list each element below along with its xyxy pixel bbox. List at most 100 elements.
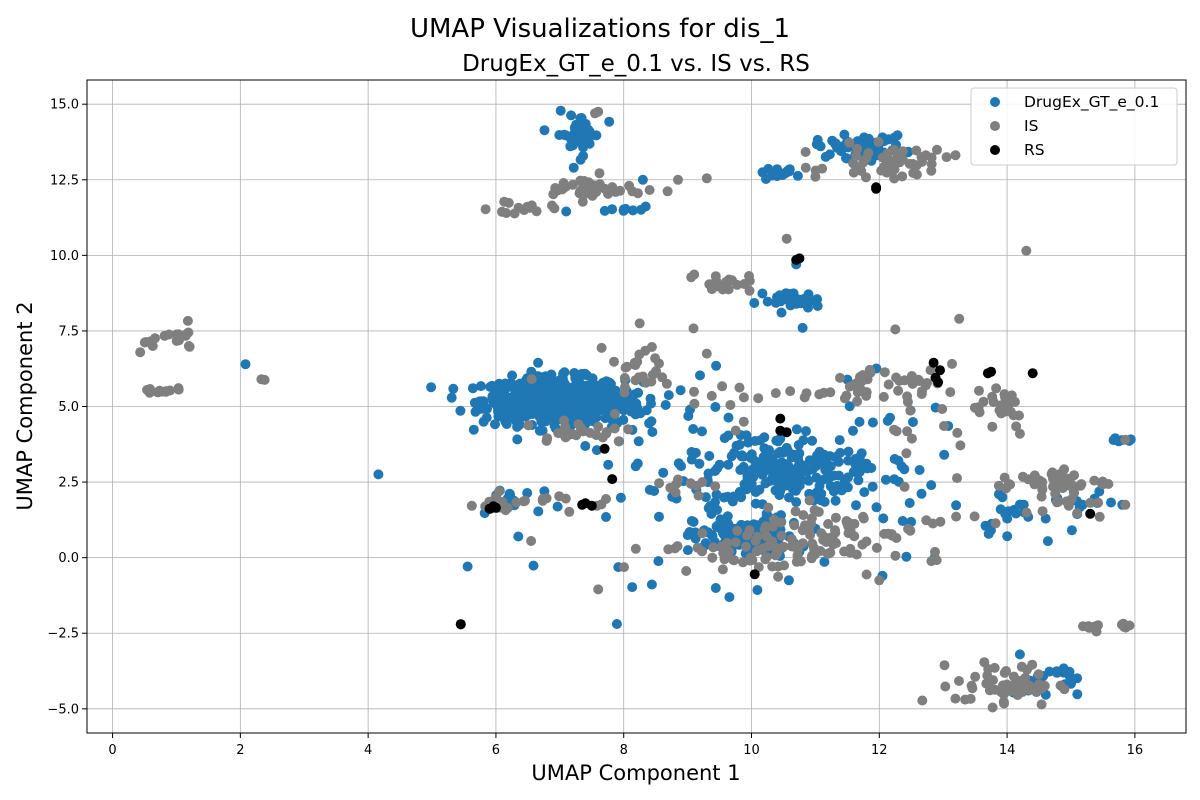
x-tick-label: 2 <box>236 743 244 758</box>
data-point <box>1021 245 1032 256</box>
data-point <box>941 152 952 163</box>
data-point <box>1089 475 1100 486</box>
x-tick-label: 4 <box>364 743 372 758</box>
data-point <box>813 506 824 517</box>
data-point <box>619 373 630 383</box>
data-point <box>897 146 908 157</box>
data-point <box>904 498 915 508</box>
data-points <box>135 105 1136 713</box>
data-point <box>623 424 633 435</box>
data-point <box>899 375 910 386</box>
data-point <box>555 105 566 116</box>
data-point <box>861 172 871 183</box>
data-point <box>507 370 518 381</box>
data-point <box>903 523 914 534</box>
data-point <box>599 443 610 454</box>
data-point <box>501 419 512 429</box>
data-point <box>795 556 806 567</box>
data-point <box>852 396 863 407</box>
data-point <box>793 440 804 450</box>
data-point <box>566 134 577 145</box>
data-point <box>725 400 736 410</box>
data-point <box>475 381 486 392</box>
data-point <box>937 404 948 414</box>
data-point <box>717 381 728 392</box>
data-point <box>470 406 481 417</box>
data-point <box>750 498 761 509</box>
data-point <box>880 474 891 485</box>
data-point <box>633 372 644 383</box>
data-point <box>636 204 647 215</box>
data-point <box>570 391 581 402</box>
data-point <box>710 402 721 412</box>
data-point <box>811 455 822 466</box>
data-point <box>952 427 963 438</box>
data-point <box>649 486 660 496</box>
data-point <box>763 502 774 513</box>
data-point <box>688 424 699 434</box>
data-point <box>738 392 749 403</box>
data-point <box>1037 506 1048 517</box>
legend-marker-rs <box>990 145 1000 155</box>
data-point <box>645 393 656 404</box>
data-point <box>527 399 538 410</box>
data-point <box>877 152 888 163</box>
data-point <box>1064 666 1075 677</box>
data-point <box>601 376 612 387</box>
data-point <box>689 386 699 397</box>
data-point <box>897 154 908 165</box>
legend-label-is: IS <box>1024 117 1038 135</box>
data-point <box>1052 497 1062 508</box>
data-point <box>578 426 589 437</box>
data-point <box>1001 666 1011 676</box>
data-point <box>535 387 546 397</box>
data-point <box>911 145 922 156</box>
data-point <box>891 372 902 383</box>
data-point <box>689 398 700 409</box>
data-point <box>540 371 551 382</box>
data-point <box>952 473 962 484</box>
data-point <box>501 208 512 218</box>
data-point <box>553 428 564 439</box>
data-point <box>647 427 658 437</box>
data-point <box>682 530 693 541</box>
data-point <box>800 162 811 173</box>
data-point <box>526 374 537 385</box>
data-point <box>863 148 874 159</box>
data-point <box>641 405 652 416</box>
data-point <box>707 552 718 563</box>
data-point <box>835 447 846 458</box>
data-point <box>729 555 740 566</box>
data-point <box>1066 525 1077 536</box>
data-point <box>624 180 635 191</box>
x-tick-label: 14 <box>999 743 1016 758</box>
data-point <box>734 382 745 393</box>
data-point <box>523 420 534 431</box>
data-point <box>916 488 927 499</box>
data-point <box>1017 471 1028 482</box>
data-point <box>1093 620 1103 631</box>
y-tick-label: 7.5 <box>58 324 79 339</box>
data-point <box>930 546 940 557</box>
x-tick-label: 10 <box>743 743 760 758</box>
data-point <box>591 394 602 405</box>
data-point <box>629 389 640 400</box>
data-point <box>950 693 961 704</box>
data-point <box>558 179 569 190</box>
data-point <box>723 430 734 441</box>
data-point <box>580 441 591 451</box>
data-point <box>947 358 957 369</box>
data-point <box>806 513 817 524</box>
data-point <box>694 458 705 469</box>
data-point <box>830 495 841 506</box>
data-point <box>1042 536 1053 547</box>
data-point <box>951 511 962 522</box>
data-point <box>615 492 626 503</box>
data-point <box>830 525 840 536</box>
data-point <box>841 153 851 163</box>
data-point <box>736 450 747 461</box>
data-point <box>609 423 620 434</box>
data-point <box>718 548 729 559</box>
data-point <box>810 171 821 182</box>
data-point <box>792 170 803 181</box>
